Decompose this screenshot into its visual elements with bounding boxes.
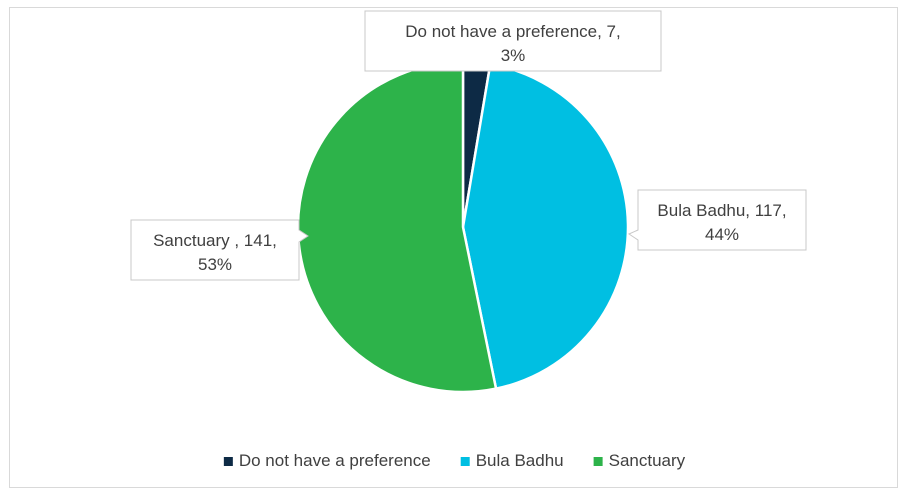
pie-chart: Do not have a preference, 7, 3% Bula Badhu… bbox=[130, 10, 807, 470]
legend-label: Bula Badhu bbox=[476, 451, 564, 470]
legend-item-no-preference: Do not have a preference bbox=[223, 451, 431, 470]
legend-item-sanctuary: Sanctuary bbox=[593, 451, 686, 470]
legend-label: Do not have a preference bbox=[239, 451, 431, 470]
data-label-box bbox=[130, 219, 309, 281]
pie-slices bbox=[296, 60, 630, 394]
data-labels: Do not have a preference, 7, 3% Bula Badhu… bbox=[130, 10, 807, 281]
pie-slice-bula-badhu bbox=[461, 63, 630, 390]
data-label-box bbox=[627, 189, 807, 251]
chart-area: Do not have a preference, 7, 3% Bula Badhu… bbox=[9, 7, 898, 488]
legend-swatch bbox=[460, 457, 470, 466]
legend-label: Sanctuary bbox=[609, 451, 686, 470]
data-label-line2: 3% bbox=[501, 46, 526, 65]
data-label-line2: 53% bbox=[198, 255, 232, 274]
data-label-sanctuary: Sanctuary , 141, 53% bbox=[130, 219, 309, 281]
data-label-no-preference: Do not have a preference, 7, 3% bbox=[364, 10, 662, 72]
legend-swatch bbox=[223, 457, 233, 466]
data-label-bula-badhu: Bula Badhu, 117, 44% bbox=[627, 189, 807, 251]
data-label-box bbox=[364, 10, 662, 72]
legend-swatch bbox=[593, 457, 603, 466]
data-label-line2: 44% bbox=[705, 225, 739, 244]
data-label-line1: Bula Badhu, 117, bbox=[657, 201, 786, 220]
data-label-line1: Sanctuary , 141, bbox=[153, 231, 277, 250]
data-label-line1: Do not have a preference, 7, bbox=[405, 22, 620, 41]
legend: Do not have a preference Bula Badhu Sanctu… bbox=[223, 451, 686, 470]
legend-item-bula-badhu: Bula Badhu bbox=[460, 451, 564, 470]
